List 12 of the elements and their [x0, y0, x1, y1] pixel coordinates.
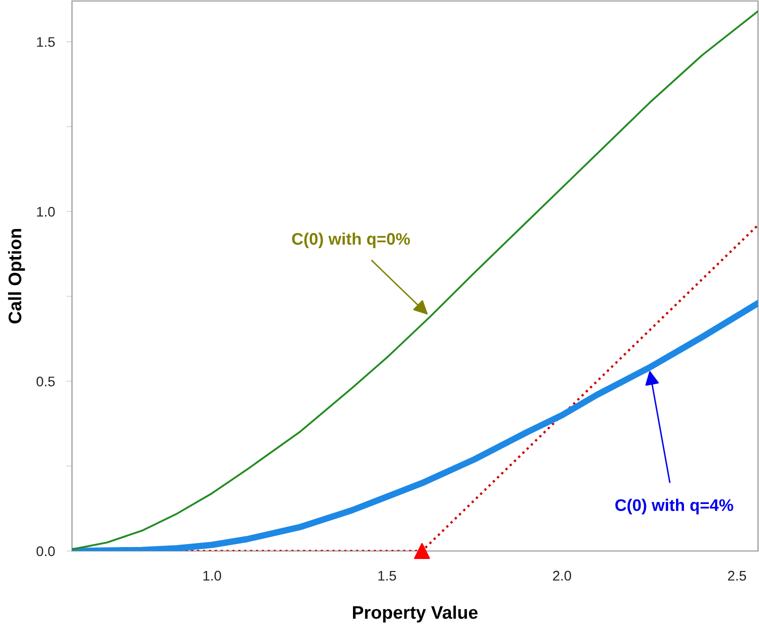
y-tick-label: 1.5	[37, 37, 55, 47]
annotation: C(0) with q=4%	[615, 498, 734, 514]
x-tick-label: 1.0	[203, 570, 222, 581]
y-tick-label: 0.5	[36, 376, 55, 386]
y-tick-label: 1.0	[37, 206, 55, 217]
annotation: C(0) with q=0%	[292, 232, 410, 248]
x-tick-label: 2.5	[728, 570, 746, 581]
x-tick-label: 2.0	[553, 570, 572, 581]
x-axis-title: Property Value	[352, 606, 478, 622]
y-tick-label: 0.0	[36, 546, 55, 556]
y-axis-title: Call Option	[8, 228, 25, 324]
x-tick-label: 1.5	[378, 570, 396, 581]
